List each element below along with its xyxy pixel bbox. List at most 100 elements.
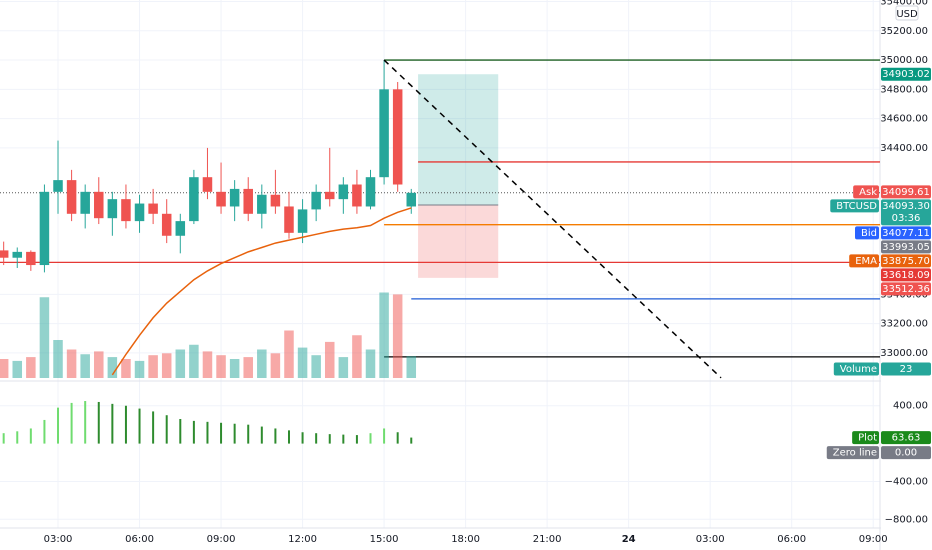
volume-bar <box>0 359 9 378</box>
y-tick-label: 35200.00 <box>880 26 928 37</box>
candle-body <box>284 206 294 233</box>
osc-tag-bg <box>852 431 879 445</box>
volume-bar <box>270 353 281 378</box>
position-target <box>418 74 499 206</box>
y-tick-label: 35000.00 <box>880 55 928 66</box>
price-badge <box>881 254 931 268</box>
osc-value: 0.00 <box>895 448 917 459</box>
osc-tick-label: −800.00 <box>885 514 928 525</box>
y-tick-label: 33200.00 <box>880 319 928 330</box>
price-tag-bg <box>853 185 879 199</box>
price-badge <box>881 185 931 199</box>
currency: USD <box>896 9 918 20</box>
volume-bar <box>311 355 321 378</box>
candle-body <box>297 209 308 233</box>
price-badge <box>881 226 931 240</box>
osc-value: 63.63 <box>892 433 921 444</box>
osc-tag: Zero line <box>833 448 877 459</box>
candle-body <box>175 221 186 236</box>
currency-box <box>895 5 919 21</box>
x-tick-label: 06:00 <box>777 534 806 545</box>
volume-value: 23 <box>900 364 913 375</box>
volume-bar <box>229 359 240 378</box>
y-tick-label: 33000.00 <box>880 348 928 359</box>
x-tick-label: 12:00 <box>288 534 317 545</box>
price-tag: Bid <box>861 228 877 239</box>
candle-body <box>121 199 131 222</box>
volume-bar <box>243 357 253 378</box>
volume-bar <box>80 354 90 378</box>
price-tag: Ask <box>859 187 877 198</box>
candle-body <box>338 184 349 200</box>
volume-bar <box>12 360 23 378</box>
candle-body <box>352 184 362 207</box>
price-tag-bg <box>830 199 879 213</box>
osc-tick-label: 400.00 <box>893 401 928 412</box>
x-tick-label: 09:00 <box>207 534 236 545</box>
volume-bar <box>379 292 389 378</box>
volume-bar <box>94 351 104 378</box>
x-tick-label: 18:00 <box>451 534 480 545</box>
ema-line <box>111 207 412 376</box>
osc-tag: Plot <box>858 433 877 444</box>
candle-body <box>243 188 253 214</box>
volume-bar <box>53 340 63 378</box>
volume-bar <box>297 347 308 378</box>
price-tag-bg <box>849 254 879 268</box>
volume-bar <box>324 341 335 378</box>
candle-body <box>134 203 145 222</box>
price-value: 34903.02 <box>882 69 930 80</box>
osc-badge <box>881 431 931 445</box>
x-tick-label: 21:00 <box>533 534 562 545</box>
y-tick-label: 34800.00 <box>880 84 928 95</box>
x-tick-label: 24 <box>622 534 636 545</box>
x-tick-label: 09:00 <box>859 534 888 545</box>
price-value: 33512.36 <box>882 284 930 295</box>
position-stop <box>418 205 499 278</box>
price-badge <box>881 199 931 226</box>
candle-body <box>202 177 213 192</box>
volume-bar <box>121 359 131 378</box>
volume-bar <box>66 349 77 378</box>
price-tag: EMA <box>855 256 877 267</box>
trend-line <box>383 59 722 379</box>
candle-body <box>365 177 376 207</box>
volume-badge <box>881 362 931 376</box>
osc-tick-label: −400.00 <box>885 476 928 487</box>
price-value: 33993.05 <box>882 242 930 253</box>
volume-bar <box>284 330 294 378</box>
price-value: 34093.30 <box>882 201 930 212</box>
y-tick-label: 35400.00 <box>880 0 928 7</box>
candle-body <box>0 250 9 258</box>
candle-body <box>229 188 240 207</box>
volume-bar <box>189 344 199 378</box>
candle-body <box>324 191 335 200</box>
candle-body <box>257 194 267 214</box>
candle-body <box>12 251 23 258</box>
candle-body <box>311 191 321 210</box>
volume-bar <box>202 351 213 378</box>
volume-bar <box>175 349 186 378</box>
y-tick-label: 34400.00 <box>880 143 928 154</box>
candle-body <box>270 194 281 207</box>
price-value: 33618.09 <box>882 270 930 281</box>
volume-bar <box>406 356 417 378</box>
candle-body <box>53 180 63 192</box>
volume-bar <box>216 355 226 378</box>
volume-bar <box>39 297 50 378</box>
volume-bar <box>148 355 158 378</box>
candle-body <box>148 203 158 214</box>
price-tag: BTCUSD <box>836 201 877 212</box>
volume-bar <box>26 357 36 378</box>
candle-body <box>392 89 403 185</box>
volume-tag: Volume <box>840 364 877 375</box>
price-tag-bg <box>855 226 879 240</box>
x-tick-label: 06:00 <box>125 534 154 545</box>
volume-bar <box>365 349 376 378</box>
price-badge <box>881 282 931 296</box>
candle-body <box>39 191 50 266</box>
candle-body <box>107 199 118 219</box>
price-value: 34099.61 <box>882 187 930 198</box>
volume-bar <box>161 353 172 378</box>
